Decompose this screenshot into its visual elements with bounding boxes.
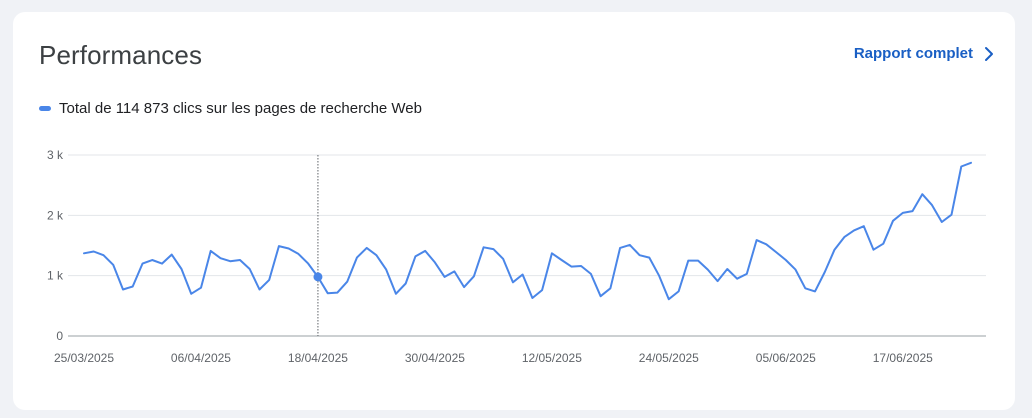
y-tick-label: 3 k bbox=[47, 148, 64, 162]
x-tick-label: 17/06/2025 bbox=[873, 351, 933, 365]
full-report-link[interactable]: Rapport complet bbox=[854, 45, 995, 62]
chevron-right-icon bbox=[985, 46, 993, 61]
y-tick-label: 2 k bbox=[47, 208, 64, 222]
series-line-clicks bbox=[83, 161, 972, 301]
performance-card: Performances Rapport complet Total de 11… bbox=[13, 12, 1015, 410]
x-tick-label: 24/05/2025 bbox=[639, 351, 699, 365]
y-tick-label: 0 bbox=[56, 329, 63, 343]
y-tick-label: 1 k bbox=[47, 269, 64, 283]
x-tick-label: 30/04/2025 bbox=[405, 351, 465, 365]
hover-point bbox=[313, 272, 323, 282]
x-tick-label: 06/04/2025 bbox=[171, 351, 231, 365]
x-tick-label: 18/04/2025 bbox=[288, 351, 348, 365]
x-tick-label: 25/03/2025 bbox=[54, 351, 114, 365]
legend-swatch bbox=[39, 106, 51, 111]
x-tick-label: 05/06/2025 bbox=[756, 351, 816, 365]
card-title: Performances bbox=[39, 40, 203, 70]
full-report-label: Rapport complet bbox=[853, 45, 973, 62]
legend[interactable]: Total de 114 873 clics sur les pages de … bbox=[39, 100, 422, 117]
x-tick-label: 12/05/2025 bbox=[522, 351, 582, 365]
legend-label: Total de 114 873 clics sur les pages de … bbox=[59, 100, 422, 117]
